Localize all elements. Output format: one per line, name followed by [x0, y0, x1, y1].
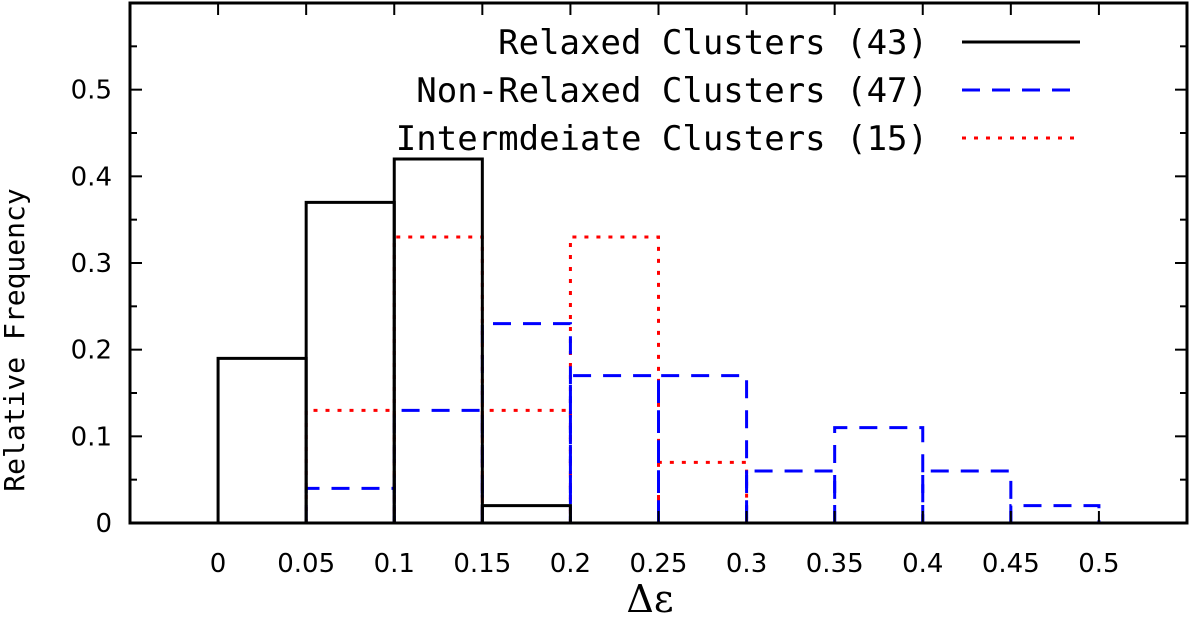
- histogram-bar: [304, 486, 396, 523]
- plot-frame: [128, 1, 1189, 525]
- x-tick-label: 0.35: [806, 549, 864, 579]
- y-tick-label: 0.2: [71, 336, 112, 366]
- x-axis-label: Δε: [626, 577, 673, 621]
- histogram-bar: [657, 460, 749, 523]
- histogram-bar: [745, 469, 837, 523]
- histogram-bar: [833, 426, 925, 523]
- y-tick-label: 0.3: [71, 249, 112, 279]
- x-tick-label: 0.45: [982, 549, 1040, 579]
- x-tick-label: 0: [210, 549, 227, 579]
- histogram-bar: [921, 469, 1013, 523]
- histogram-bar: [480, 504, 572, 523]
- histogram-bar: [568, 235, 660, 523]
- x-tick-label: 0.3: [726, 549, 767, 579]
- histogram-bar: [392, 157, 484, 523]
- series-1-bars: [304, 322, 1101, 523]
- y-tick-label: 0.5: [71, 76, 112, 106]
- x-tick-labels: 0 0.05 0.1 0.15 0.2 0.25 0.3 0.35 0.4 0.45 0.5: [210, 549, 1120, 579]
- histogram-bar: [1009, 504, 1101, 523]
- x-tick-label: 0.1: [374, 549, 415, 579]
- x-tick-label: 0.5: [1078, 549, 1119, 579]
- series-0-bars: [216, 157, 572, 523]
- histogram-bar: [304, 408, 396, 523]
- x-tick-label: 0.25: [630, 549, 688, 579]
- legend: Relaxed Clusters (43) Non-Relaxed Cluster…: [396, 23, 1080, 159]
- histogram-bars: [216, 157, 1101, 523]
- series-2-bars: [304, 235, 749, 523]
- y-axis-label: Relative Frequency: [0, 188, 31, 491]
- legend-label: Intermdeiate Clusters (15): [396, 119, 928, 159]
- histogram-bar: [392, 408, 484, 523]
- x-tick-label: 0.2: [550, 549, 591, 579]
- histogram-bar: [568, 374, 660, 523]
- y-tick-labels: 0 0.1 0.2 0.3 0.4 0.5: [71, 76, 112, 539]
- y-tick-label: 0.1: [71, 422, 112, 452]
- histogram-bar: [657, 374, 749, 523]
- histogram-bar: [216, 356, 308, 523]
- x-tick-label: 0.05: [277, 549, 335, 579]
- legend-label: Relaxed Clusters (43): [498, 23, 928, 63]
- histogram-bar: [304, 200, 396, 523]
- x-tick-label: 0.15: [453, 549, 511, 579]
- legend-label: Non-Relaxed Clusters (47): [416, 71, 928, 111]
- x-tick-label: 0.4: [902, 549, 943, 579]
- y-tick-label: 0.4: [71, 162, 112, 192]
- histogram-bar: [392, 235, 484, 523]
- histogram-bar: [480, 322, 572, 523]
- histogram-bar: [480, 408, 572, 523]
- y-tick-label: 0: [95, 509, 112, 539]
